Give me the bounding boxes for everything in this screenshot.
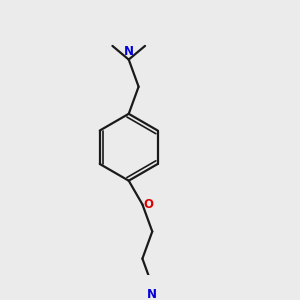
Text: O: O xyxy=(144,198,154,211)
Text: N: N xyxy=(147,288,157,300)
Text: N: N xyxy=(124,45,134,58)
